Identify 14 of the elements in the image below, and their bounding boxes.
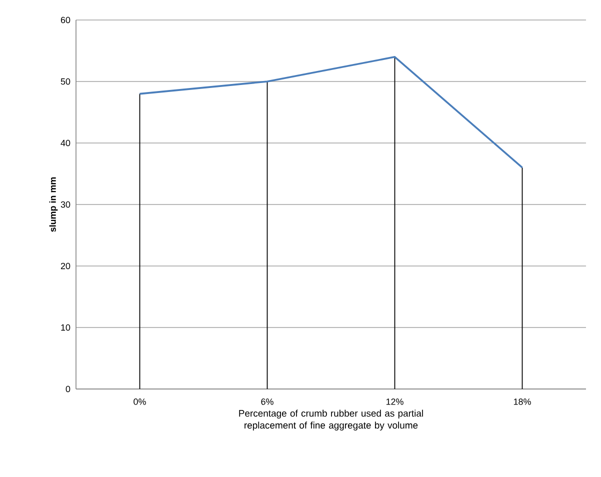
y-tick-label: 60 xyxy=(60,16,70,24)
line-series xyxy=(138,56,524,168)
x-tick-label: 6% xyxy=(261,398,274,405)
y-tick-label: 50 xyxy=(60,78,70,85)
x-tick-label: 0% xyxy=(134,398,146,405)
y-tick-label: 30 xyxy=(60,201,70,208)
y-tick-label: 0 xyxy=(66,386,70,392)
x-tick-label: 18% xyxy=(514,398,531,405)
y-tick-label: 40 xyxy=(60,140,70,146)
y-tick-label: 10 xyxy=(61,324,70,331)
x-axis-title: Percentage of crumb rubber used as partial replacement of fine aggregate by volume xyxy=(239,410,423,430)
x-tick-label: 12% xyxy=(386,398,404,405)
y-tick-label: 20 xyxy=(60,262,70,270)
y-axis-title: slump in mm xyxy=(49,177,58,232)
